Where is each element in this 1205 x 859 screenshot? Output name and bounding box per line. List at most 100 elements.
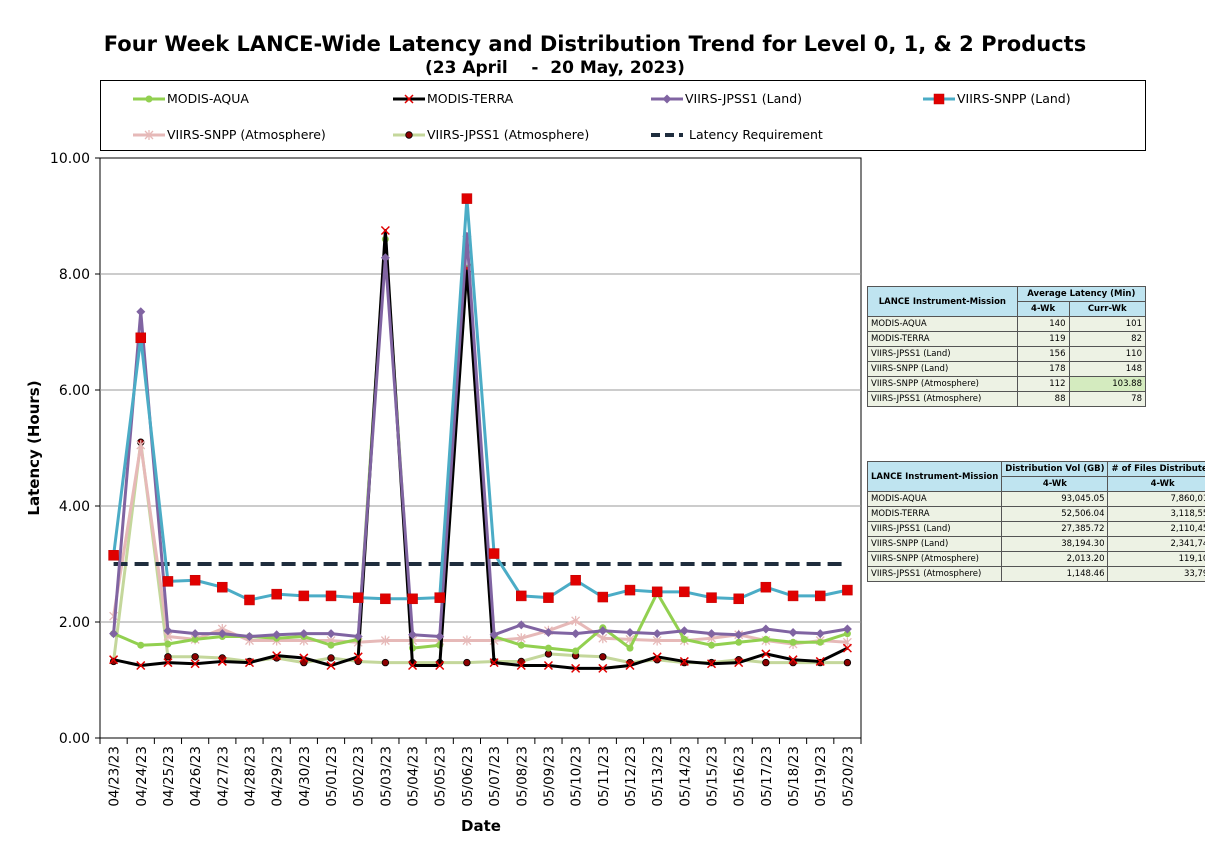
y-tick-label: 8.00: [59, 267, 90, 283]
data-point: [843, 630, 851, 638]
x-tick-label: 05/12/23: [623, 746, 639, 807]
data-point: [708, 641, 716, 649]
x-tick-label: 05/20/23: [840, 746, 856, 807]
data-point: [217, 629, 227, 639]
x-tick-label: 05/18/23: [786, 746, 802, 807]
data-point: [164, 640, 172, 648]
data-point: [788, 627, 798, 637]
legend-item-viirs-snpp-land: VIIRS-SNPP (Land): [921, 91, 1161, 107]
data-point: [707, 629, 717, 639]
x-tick-label: 05/05/23: [433, 746, 449, 807]
data-point: [408, 660, 418, 671]
y-tick-label: 4.00: [59, 499, 90, 515]
data-point: [734, 658, 744, 668]
distribution-table-cell-name: MODIS-TERRA: [866, 506, 1003, 522]
data-point: [679, 656, 689, 666]
data-point: [679, 626, 689, 636]
latency-table-cell-name: VIIRS-JPSS1 (Atmosphere): [867, 391, 1018, 407]
data-point: [135, 332, 147, 344]
legend-swatch: [651, 94, 683, 104]
data-point: [109, 655, 119, 665]
data-point: [598, 626, 608, 636]
distribution-table-cell-name: VIIRS-JPSS1 (Land): [866, 521, 1003, 537]
data-point: [352, 592, 364, 603]
data-point: [516, 633, 526, 644]
data-point: [434, 592, 445, 603]
data-point: [814, 590, 826, 602]
x-tick-label: 05/07/23: [487, 746, 503, 807]
latency-table-row: VIIRS-JPSS1 (Atmosphere) 88 78: [867, 391, 1146, 407]
data-point: [599, 653, 607, 661]
data-point: [272, 651, 282, 661]
data-point: [652, 652, 662, 662]
data-point: [544, 644, 552, 652]
data-point: [760, 581, 772, 593]
x-tick-label: 04/30/23: [297, 746, 313, 807]
data-point: [407, 593, 418, 605]
data-point: [271, 588, 282, 600]
distribution-table-cell-a: 27,385.72: [1001, 521, 1109, 537]
data-point: [571, 663, 581, 673]
data-point: [706, 592, 717, 603]
latency-table-cell-b: 103.88: [1068, 376, 1146, 392]
data-point: [299, 629, 309, 639]
x-tick-label: 04/28/23: [242, 746, 258, 807]
distribution-table-cell-name: MODIS-AQUA: [866, 491, 1003, 507]
data-point: [572, 647, 580, 655]
data-point: [136, 307, 146, 317]
data-point: [353, 632, 363, 641]
series-viirs-jpss1-land: [109, 231, 852, 641]
data-point: [327, 654, 335, 662]
distribution-table-cell-a: 1,148.46: [1001, 566, 1109, 582]
data-point: [272, 630, 282, 640]
latency-table-cell-name: VIIRS-SNPP (Atmosphere): [867, 376, 1018, 392]
latency-table-cell-a: 119: [1016, 331, 1070, 347]
x-tick-label: 05/02/23: [351, 746, 367, 807]
data-point: [189, 574, 201, 586]
y-tick-label: 10.00: [50, 151, 90, 167]
data-point: [489, 630, 499, 640]
latency-table-row: MODIS-TERRA 119 82: [867, 331, 1146, 347]
series-line: [112, 234, 848, 638]
chart-subtitle: (23 April - 20 May, 2023): [425, 58, 685, 78]
data-point: [762, 635, 770, 643]
distribution-table: LANCE Instrument-Mission Distribution Vo…: [866, 461, 1205, 582]
data-point: [463, 658, 471, 667]
x-tick-label: 05/09/23: [541, 746, 557, 807]
data-point: [733, 593, 744, 605]
legend-label: VIIRS-JPSS1 (Atmosphere): [427, 127, 590, 142]
data-point: [299, 653, 309, 663]
data-point: [217, 581, 228, 593]
x-tick-label: 05/11/23: [596, 746, 612, 807]
latency-table-cell-name: MODIS-AQUA: [867, 316, 1018, 332]
data-point: [353, 652, 363, 662]
data-point: [326, 660, 336, 671]
distribution-table-cell-b: 2,110,451: [1107, 521, 1205, 537]
legend-swatch: [133, 130, 165, 140]
y-tick-label: 0.00: [59, 731, 90, 747]
x-tick-label: 05/01/23: [324, 746, 340, 807]
data-point: [380, 225, 390, 236]
data-point: [815, 629, 825, 639]
data-point: [706, 659, 717, 669]
data-point: [516, 590, 527, 602]
legend-swatch: [133, 95, 165, 103]
distribution-table-header-vol: Distribution Vol (GB): [1001, 461, 1109, 477]
legend-label: MODIS-TERRA: [427, 91, 514, 106]
distribution-table-cell-b: 119,107: [1107, 551, 1205, 567]
data-point: [842, 584, 853, 596]
data-point: [680, 635, 688, 643]
data-point: [761, 649, 771, 659]
legend-swatch: [651, 133, 683, 137]
legend: MODIS-AQUA MODIS-TERRA VIIRS-JPSS1 (Land) V…: [100, 80, 1146, 151]
latency-table-header-mission: LANCE Instrument-Mission: [867, 286, 1018, 317]
x-tick-label: 04/27/23: [215, 746, 231, 807]
latency-table-row: VIIRS-JPSS1 (Land) 156 110: [867, 346, 1146, 362]
data-point: [625, 660, 635, 671]
distribution-table-cell-name: VIIRS-JPSS1 (Atmosphere): [866, 566, 1003, 582]
data-point: [761, 624, 771, 634]
